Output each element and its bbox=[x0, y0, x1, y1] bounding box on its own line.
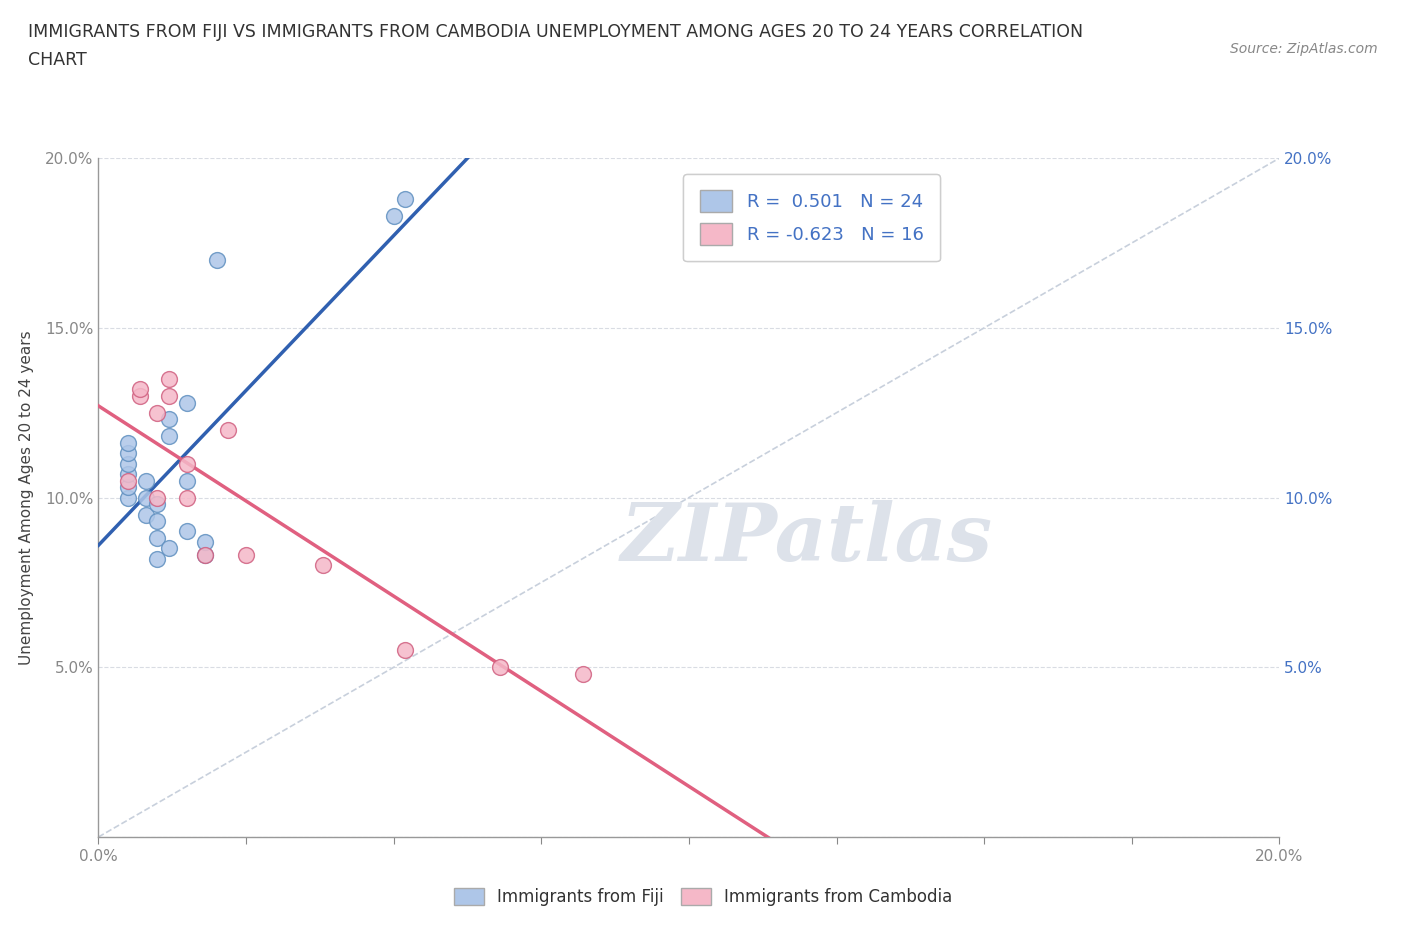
Point bbox=[157, 371, 180, 386]
Text: Source: ZipAtlas.com: Source: ZipAtlas.com bbox=[1230, 42, 1378, 56]
Point bbox=[235, 548, 257, 563]
Point bbox=[382, 208, 405, 223]
Point bbox=[176, 490, 198, 505]
Point bbox=[135, 490, 157, 505]
Point bbox=[135, 473, 157, 488]
Point bbox=[217, 422, 239, 437]
Point bbox=[128, 389, 150, 404]
Point bbox=[176, 473, 198, 488]
Point bbox=[157, 429, 180, 444]
Point bbox=[157, 541, 180, 556]
Point bbox=[157, 412, 180, 427]
Legend: R =  0.501   N = 24, R = -0.623   N = 16: R = 0.501 N = 24, R = -0.623 N = 16 bbox=[683, 174, 939, 261]
Point bbox=[194, 548, 217, 563]
Point bbox=[176, 525, 198, 539]
Point bbox=[117, 436, 139, 451]
Point bbox=[117, 490, 139, 505]
Point bbox=[146, 405, 169, 420]
Point bbox=[157, 389, 180, 404]
Point bbox=[312, 558, 335, 573]
Text: IMMIGRANTS FROM FIJI VS IMMIGRANTS FROM CAMBODIA UNEMPLOYMENT AMONG AGES 20 TO 2: IMMIGRANTS FROM FIJI VS IMMIGRANTS FROM … bbox=[28, 23, 1083, 41]
Point bbox=[176, 395, 198, 410]
Point bbox=[394, 192, 416, 206]
Point bbox=[146, 551, 169, 566]
Point bbox=[176, 457, 198, 472]
Point bbox=[128, 381, 150, 396]
Point bbox=[146, 514, 169, 529]
Point bbox=[194, 548, 217, 563]
Point bbox=[117, 446, 139, 461]
Point bbox=[146, 531, 169, 546]
Point bbox=[135, 507, 157, 522]
Point bbox=[117, 473, 139, 488]
Point bbox=[394, 643, 416, 658]
Point bbox=[146, 497, 169, 512]
Y-axis label: Unemployment Among Ages 20 to 24 years: Unemployment Among Ages 20 to 24 years bbox=[20, 330, 34, 665]
Point bbox=[117, 480, 139, 495]
Point bbox=[205, 252, 228, 268]
Text: ZIPatlas: ZIPatlas bbox=[621, 499, 993, 577]
Point bbox=[117, 466, 139, 481]
Text: CHART: CHART bbox=[28, 51, 87, 69]
Point bbox=[489, 660, 512, 675]
Legend: Immigrants from Fiji, Immigrants from Cambodia: Immigrants from Fiji, Immigrants from Ca… bbox=[447, 881, 959, 912]
Point bbox=[117, 457, 139, 472]
Point bbox=[571, 667, 593, 682]
Point bbox=[146, 490, 169, 505]
Point bbox=[194, 534, 217, 549]
